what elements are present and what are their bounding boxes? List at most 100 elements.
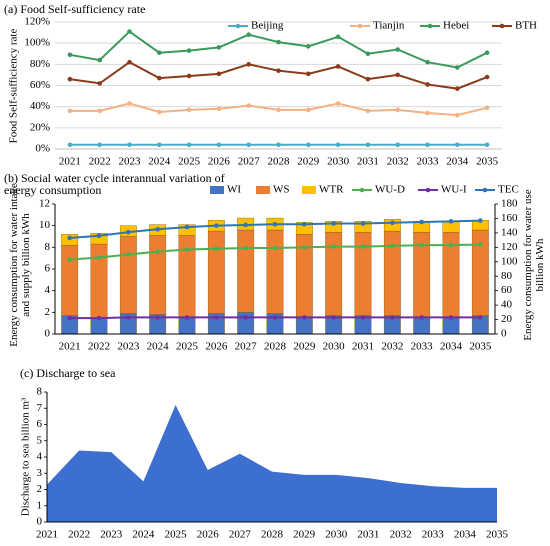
point [276,142,281,148]
chart-title: (b) Social water cycle interannual varia… [4,171,225,197]
legend-label: WI [227,184,241,196]
x-tick-label: 2026 [205,341,228,353]
legend-swatch [425,187,431,193]
legend-label: WS [273,184,290,196]
point [186,73,192,79]
point [216,71,222,77]
y2-tick-label: 60 [501,284,513,296]
x-tick-label: 2029 [293,341,316,353]
legend-swatch [499,23,505,29]
bar-segment [61,244,79,316]
x-tick-label: 2035 [476,156,499,168]
point [331,244,336,249]
bar-segment [149,235,167,315]
point [484,105,490,111]
y-tick-label: 8 [45,241,51,253]
y-tick-label: 2 [37,483,43,495]
point [365,142,371,148]
y-tick-label: 4 [37,451,43,463]
point [272,245,278,251]
point [243,315,248,320]
point [484,142,490,148]
y-tick-label: 1 [37,499,43,511]
y2-tick-label: 160 [501,212,518,224]
x-tick-label: 2022 [89,156,111,168]
point [425,110,430,116]
y2-tick-label: 120 [501,241,518,253]
point [97,108,102,114]
point [306,142,311,148]
point [455,86,460,91]
point [67,76,73,82]
bar-segment [119,236,137,314]
point [127,142,132,148]
y-axis-label: Energy consumption for water intake and … [8,183,32,347]
point [216,106,222,112]
point [184,247,190,252]
point [216,45,222,50]
x-tick-label: 2034 [454,529,477,541]
point [214,223,219,228]
point [157,142,162,148]
y2-tick-label: 20 [501,313,513,325]
point [186,48,192,53]
x-tick-label: 2032 [390,529,412,541]
point [96,315,102,321]
x-tick-label: 2031 [357,529,379,541]
point [126,315,131,320]
y-tick-label: 40% [30,100,50,112]
x-tick-label: 2022 [88,341,110,353]
y-tick-label: 7 [37,402,43,414]
point [419,242,424,248]
y2-tick-label: 80 [501,270,513,282]
point [335,142,341,148]
point [272,221,278,227]
point [155,249,160,254]
point [243,245,248,251]
point [306,44,311,49]
point [272,315,278,320]
point [331,221,336,226]
point [390,243,395,249]
point [455,112,460,118]
point [425,82,430,87]
area [47,405,497,522]
x-tick-label: 2025 [176,341,199,353]
bar-segment [207,230,225,314]
point [395,142,401,148]
point [478,218,483,223]
point [126,252,131,257]
legend-swatch [359,187,365,193]
x-tick-label: 2030 [323,341,346,353]
point [455,142,460,148]
x-tick-label: 2027 [235,341,258,353]
point [276,107,281,113]
y-axis-label: Food Self-sufficiency rate [8,29,20,144]
legend-swatch [256,186,270,194]
point [155,226,160,232]
x-tick-label: 2035 [469,341,492,353]
x-tick-label: 2033 [411,341,434,353]
legend-label: Beijing [251,20,284,32]
legend-swatch [482,187,488,193]
x-tick-label: 2023 [117,341,140,353]
point [127,59,132,65]
point [97,81,102,86]
point [246,103,251,108]
point [335,64,341,69]
y-axis-label: Discharge to sea billion m³ [20,397,32,516]
y-tick-label: 6 [37,418,43,430]
legend-label: WU-D [375,184,405,196]
x-tick-label: 2021 [59,156,81,168]
point [67,257,72,262]
legend-label: BTH [515,20,537,32]
y2-tick-label: 180 [501,198,518,210]
point [335,101,341,106]
legend-swatch [302,186,316,194]
y-tick-label: 100% [24,37,50,49]
x-tick-label: 2024 [148,156,171,168]
chart-title: (a) Food Self-sufficiency rate [4,2,145,16]
x-tick-label: 2031 [352,341,374,353]
x-tick-label: 2023 [119,156,142,168]
point [395,72,401,78]
